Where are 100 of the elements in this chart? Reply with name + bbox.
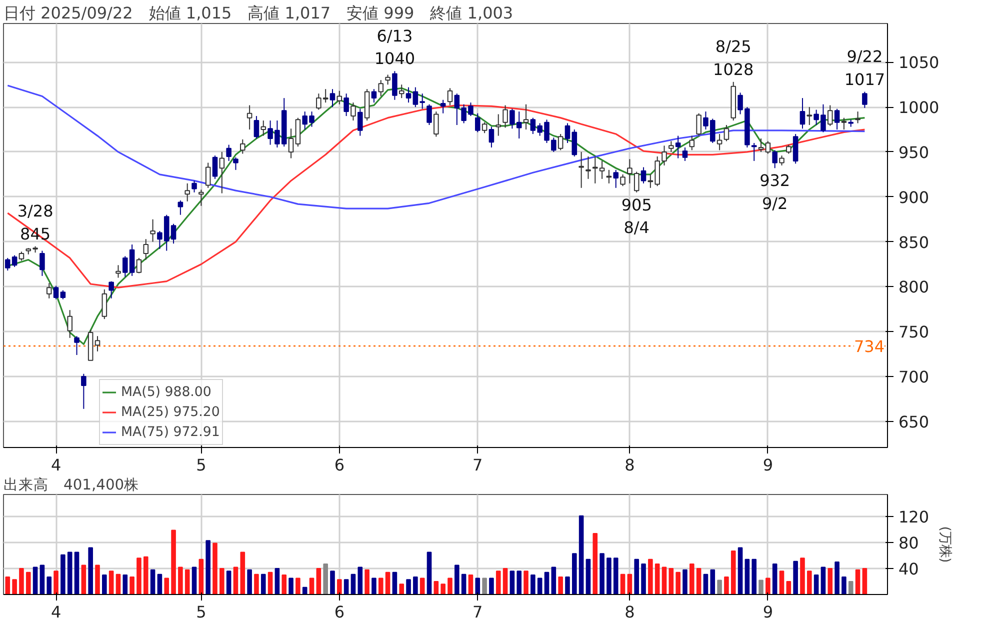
bar bbox=[744, 558, 750, 594]
bar bbox=[358, 566, 363, 594]
bar bbox=[95, 564, 100, 594]
candlestick bbox=[288, 128, 294, 159]
candlestick bbox=[116, 264, 121, 278]
candlestick bbox=[378, 80, 384, 97]
bar bbox=[164, 578, 170, 594]
x-tick-label: 9 bbox=[762, 456, 774, 474]
bar bbox=[240, 552, 246, 594]
bar bbox=[206, 540, 210, 594]
candlestick bbox=[482, 122, 488, 134]
candlestick bbox=[198, 189, 204, 206]
bar bbox=[5, 576, 10, 594]
y-tick-label: 800 bbox=[898, 278, 930, 297]
candlestick bbox=[344, 93, 349, 117]
bar bbox=[46, 576, 52, 594]
annotation: 8/25 1028 bbox=[713, 37, 754, 79]
bar bbox=[468, 574, 474, 594]
candlestick bbox=[212, 155, 218, 180]
candlestick bbox=[855, 111, 860, 124]
candlestick bbox=[447, 88, 453, 106]
bar bbox=[496, 570, 501, 594]
candlestick bbox=[260, 120, 266, 136]
x-tick-label: 5 bbox=[196, 456, 206, 474]
annotation: 6/13 1040 bbox=[374, 26, 416, 68]
bar bbox=[690, 563, 694, 594]
bar bbox=[344, 579, 349, 594]
candlestick bbox=[406, 86, 412, 104]
candlestick bbox=[620, 174, 626, 187]
bar bbox=[143, 556, 148, 594]
bar bbox=[288, 578, 294, 594]
candlestick bbox=[606, 169, 612, 184]
legend-label: MA(75) 972.91 bbox=[121, 424, 220, 440]
candlestick bbox=[502, 104, 508, 128]
candlestick bbox=[440, 99, 446, 114]
bar bbox=[489, 578, 494, 594]
bar bbox=[772, 563, 778, 594]
bar bbox=[136, 558, 142, 594]
bar bbox=[40, 564, 45, 594]
annotation: 932 9/2 bbox=[760, 171, 790, 213]
x-tick-label: 8 bbox=[624, 602, 635, 622]
bar bbox=[171, 530, 176, 594]
candlestick bbox=[81, 373, 86, 410]
bar bbox=[717, 580, 722, 594]
bar bbox=[254, 574, 259, 594]
bar bbox=[502, 568, 508, 594]
bar bbox=[247, 569, 252, 594]
bar bbox=[434, 581, 439, 594]
bar bbox=[530, 574, 536, 594]
bar bbox=[12, 579, 17, 594]
candlestick bbox=[474, 112, 480, 133]
candlestick bbox=[150, 218, 156, 242]
y-tick-label: 850 bbox=[898, 232, 930, 252]
bar bbox=[654, 563, 660, 594]
candlestick bbox=[136, 257, 142, 274]
bar bbox=[116, 574, 121, 594]
candlestick bbox=[219, 151, 225, 194]
candlestick bbox=[668, 140, 674, 152]
bar bbox=[448, 578, 452, 594]
candlestick bbox=[496, 114, 502, 136]
candlestick bbox=[254, 116, 260, 139]
candlestick bbox=[358, 108, 363, 136]
candlestick bbox=[599, 160, 605, 180]
y-tick-label: 1050 bbox=[898, 53, 940, 72]
candlestick bbox=[143, 238, 149, 260]
bar bbox=[350, 574, 356, 594]
bar bbox=[855, 569, 860, 594]
candlestick bbox=[192, 180, 197, 193]
bar bbox=[572, 553, 577, 594]
bar bbox=[226, 570, 232, 594]
candlestick bbox=[806, 106, 812, 126]
candlestick bbox=[74, 336, 80, 356]
candlestick bbox=[827, 104, 833, 126]
chart-title: 出来高 401,400株 bbox=[4, 476, 140, 494]
candlestick bbox=[772, 150, 778, 169]
candlestick bbox=[240, 138, 246, 154]
bar bbox=[516, 570, 522, 594]
bar bbox=[592, 532, 598, 594]
bar bbox=[274, 568, 280, 594]
bar bbox=[440, 584, 446, 594]
candlestick bbox=[696, 112, 702, 136]
bar bbox=[399, 584, 404, 594]
bar bbox=[800, 558, 805, 594]
bar bbox=[309, 578, 314, 594]
bar bbox=[233, 566, 238, 594]
bar bbox=[282, 574, 287, 594]
bar bbox=[108, 570, 114, 594]
bar bbox=[627, 574, 632, 594]
bar bbox=[102, 574, 107, 594]
bar bbox=[606, 558, 612, 594]
y-tick-label: 40 bbox=[898, 560, 919, 579]
candlestick bbox=[184, 182, 190, 202]
x-tick-label: 6 bbox=[334, 602, 345, 622]
x-tick-label: 8 bbox=[624, 456, 635, 474]
bar bbox=[67, 552, 72, 594]
bar bbox=[60, 554, 66, 594]
x-tick-label: 9 bbox=[762, 602, 774, 622]
bar bbox=[337, 579, 342, 594]
candlestick bbox=[558, 133, 564, 151]
candlestick bbox=[751, 142, 757, 162]
